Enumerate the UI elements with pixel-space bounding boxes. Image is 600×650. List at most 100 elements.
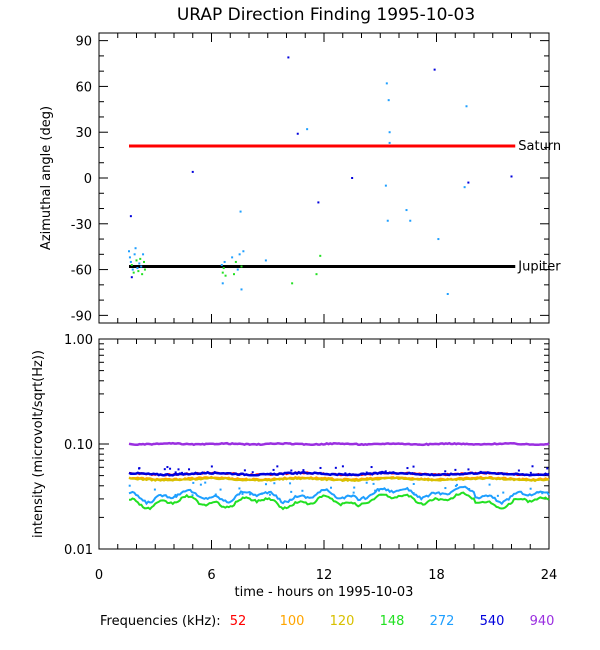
series-point-272 bbox=[264, 483, 267, 486]
series-point-540 bbox=[177, 468, 180, 471]
reference-label-jupiter: Jupiter bbox=[517, 260, 561, 275]
time-axis-label: time - hours on 1995-10-03 bbox=[235, 585, 414, 600]
chart-title: URAP Direction Finding 1995-10-03 bbox=[177, 5, 475, 25]
series-point-272 bbox=[380, 488, 383, 491]
series-point-540 bbox=[319, 471, 322, 474]
direction-point bbox=[131, 268, 134, 271]
legend-entry-272: 272 bbox=[430, 614, 455, 629]
series-line-272 bbox=[128, 485, 550, 506]
series-point-272 bbox=[468, 487, 471, 490]
time-tick-label: 12 bbox=[316, 568, 333, 583]
series-point-540 bbox=[467, 468, 470, 471]
azimuth-tick-label: 60 bbox=[75, 80, 92, 95]
series-point-540 bbox=[529, 471, 532, 474]
series-point-272 bbox=[374, 489, 377, 492]
series-point-540 bbox=[188, 468, 191, 471]
series-point-272 bbox=[174, 493, 177, 496]
direction-point bbox=[128, 250, 130, 253]
direction-point bbox=[143, 260, 145, 263]
direction-point bbox=[129, 215, 132, 218]
series-point-540 bbox=[454, 468, 457, 471]
direction-point bbox=[264, 259, 267, 262]
direction-point bbox=[133, 253, 136, 256]
series-point-272 bbox=[365, 481, 368, 484]
direction-point bbox=[387, 99, 390, 102]
direction-point bbox=[130, 264, 133, 266]
direction-point bbox=[240, 265, 243, 268]
direction-point bbox=[467, 181, 470, 184]
reference-label-saturn: Saturn bbox=[518, 139, 561, 154]
reference-lines: Saturn Jupiter bbox=[129, 139, 561, 275]
direction-point bbox=[138, 262, 141, 265]
series-point-540 bbox=[383, 472, 386, 475]
series-point-272 bbox=[273, 482, 276, 485]
series-point-272 bbox=[128, 484, 131, 487]
direction-point bbox=[306, 128, 309, 131]
legend-entry-940: 940 bbox=[530, 614, 555, 629]
series-point-540 bbox=[169, 467, 172, 470]
azimuth-tick-label: -60 bbox=[71, 264, 92, 279]
series-point-540 bbox=[290, 469, 293, 472]
time-tick-label: 6 bbox=[207, 568, 215, 583]
series-point-540 bbox=[365, 471, 368, 474]
series-point-272 bbox=[214, 493, 217, 496]
direction-point bbox=[141, 273, 144, 276]
series-point-272 bbox=[260, 492, 263, 495]
legend-entry-148: 148 bbox=[380, 614, 405, 629]
direction-point bbox=[510, 175, 513, 178]
direction-point bbox=[134, 247, 137, 250]
direction-point bbox=[220, 264, 223, 266]
direction-point bbox=[446, 293, 449, 295]
direction-point bbox=[386, 219, 389, 222]
series-point-540 bbox=[384, 470, 387, 473]
direction-point bbox=[135, 259, 138, 262]
series-point-540 bbox=[220, 472, 223, 475]
series-point-272 bbox=[454, 484, 457, 487]
legend-entry-120: 120 bbox=[330, 614, 355, 629]
direction-point bbox=[351, 177, 354, 179]
series-point-540 bbox=[210, 465, 213, 468]
legend-entry-540: 540 bbox=[480, 614, 505, 629]
intensity-tick-label: 1.00 bbox=[64, 333, 93, 348]
direction-point bbox=[130, 276, 133, 279]
series-point-272 bbox=[372, 482, 375, 485]
series-point-272 bbox=[488, 483, 491, 486]
time-x-axis: 0 6 12 18 24 bbox=[95, 339, 557, 583]
series-point-272 bbox=[541, 492, 544, 495]
direction-panel: 90 60 30 0 -30 -60 -90 Saturn Jupiter Azimuthal… bbox=[39, 32, 561, 324]
intensity-tick-label: 0.10 bbox=[64, 438, 93, 453]
legend-entry-52: 52 bbox=[230, 614, 247, 629]
series-point-540 bbox=[341, 465, 344, 468]
series-point-540 bbox=[517, 469, 520, 472]
series-point-272 bbox=[191, 494, 194, 497]
series-point-540 bbox=[344, 472, 347, 475]
direction-points bbox=[128, 56, 513, 295]
series-point-540 bbox=[272, 468, 275, 471]
direction-point bbox=[142, 253, 145, 256]
azimuth-tick-label: -90 bbox=[71, 309, 92, 324]
series-point-540 bbox=[479, 470, 482, 473]
direction-point bbox=[222, 267, 225, 270]
series-point-540 bbox=[412, 465, 415, 468]
series-line-120 bbox=[128, 476, 550, 483]
direction-point bbox=[128, 256, 131, 259]
direction-point bbox=[143, 268, 146, 271]
legend-entry-100: 100 bbox=[280, 614, 305, 629]
series-point-272 bbox=[377, 489, 380, 492]
direction-point bbox=[384, 184, 387, 187]
series-point-540 bbox=[531, 465, 534, 468]
series-point-272 bbox=[241, 492, 244, 495]
series-point-540 bbox=[381, 470, 384, 473]
direction-point bbox=[409, 219, 412, 222]
direction-point bbox=[136, 267, 139, 270]
direction-point bbox=[405, 209, 408, 212]
series-point-540 bbox=[546, 467, 549, 470]
direction-point bbox=[388, 131, 391, 134]
series-point-540 bbox=[379, 471, 382, 474]
direction-point bbox=[465, 105, 468, 108]
series-point-540 bbox=[166, 466, 169, 469]
series-point-272 bbox=[219, 488, 222, 491]
azimuth-tick-label: 30 bbox=[75, 126, 92, 141]
series-point-272 bbox=[444, 487, 447, 490]
series-line-148 bbox=[129, 491, 550, 511]
